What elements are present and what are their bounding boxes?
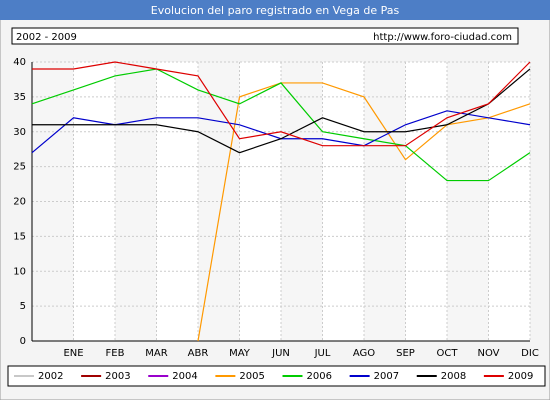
y-tick-label: 15 xyxy=(13,231,26,242)
y-tick-label: 10 xyxy=(13,266,26,277)
source: http://www.foro-ciudad.com xyxy=(373,32,512,43)
x-tick-label: DIC xyxy=(521,348,539,359)
line xyxy=(31,68,531,182)
line xyxy=(32,61,531,147)
title-bar xyxy=(0,0,550,20)
y-tick-label: 20 xyxy=(13,197,26,208)
x-tick-label: MAY xyxy=(229,348,251,359)
legend-label: 2008 xyxy=(441,371,466,382)
x-tick-label: NOV xyxy=(477,348,499,359)
legend-label: 2003 xyxy=(105,371,130,382)
x-tick-label: JUN xyxy=(271,348,290,359)
legend-label: 2006 xyxy=(307,371,332,382)
subtitle: 2002 - 2009 xyxy=(16,32,77,43)
y-tick-label: 25 xyxy=(13,162,26,173)
legend-label: 2009 xyxy=(508,371,533,382)
line xyxy=(197,82,531,342)
x-tick-label: AGO xyxy=(353,348,375,359)
x-tick-label: OCT xyxy=(437,348,459,359)
legend-label: 2007 xyxy=(374,371,399,382)
y-tick-label: 35 xyxy=(13,92,26,103)
x-tick-label: MAR xyxy=(145,348,167,359)
legend-label: 2004 xyxy=(172,371,197,382)
legend-label: 2005 xyxy=(239,371,264,382)
legend xyxy=(7,365,546,387)
y-tick-label: 5 xyxy=(20,301,26,312)
line xyxy=(32,68,531,154)
y-tick-label: 40 xyxy=(13,57,26,68)
x-tick-label: FEB xyxy=(106,348,125,359)
x-tick-label: SEP xyxy=(396,348,415,359)
y-tick-label: 30 xyxy=(13,127,26,138)
chart-title: Evolucion del paro registrado en Vega de… xyxy=(151,4,400,17)
subtitle-box xyxy=(11,27,519,45)
y-tick-label: 0 xyxy=(20,336,26,347)
x-tick-label: ABR xyxy=(188,348,209,359)
legend-label: 2002 xyxy=(38,371,63,382)
x-tick-label: JUL xyxy=(314,348,331,359)
x-tick-label: ENE xyxy=(63,348,83,359)
